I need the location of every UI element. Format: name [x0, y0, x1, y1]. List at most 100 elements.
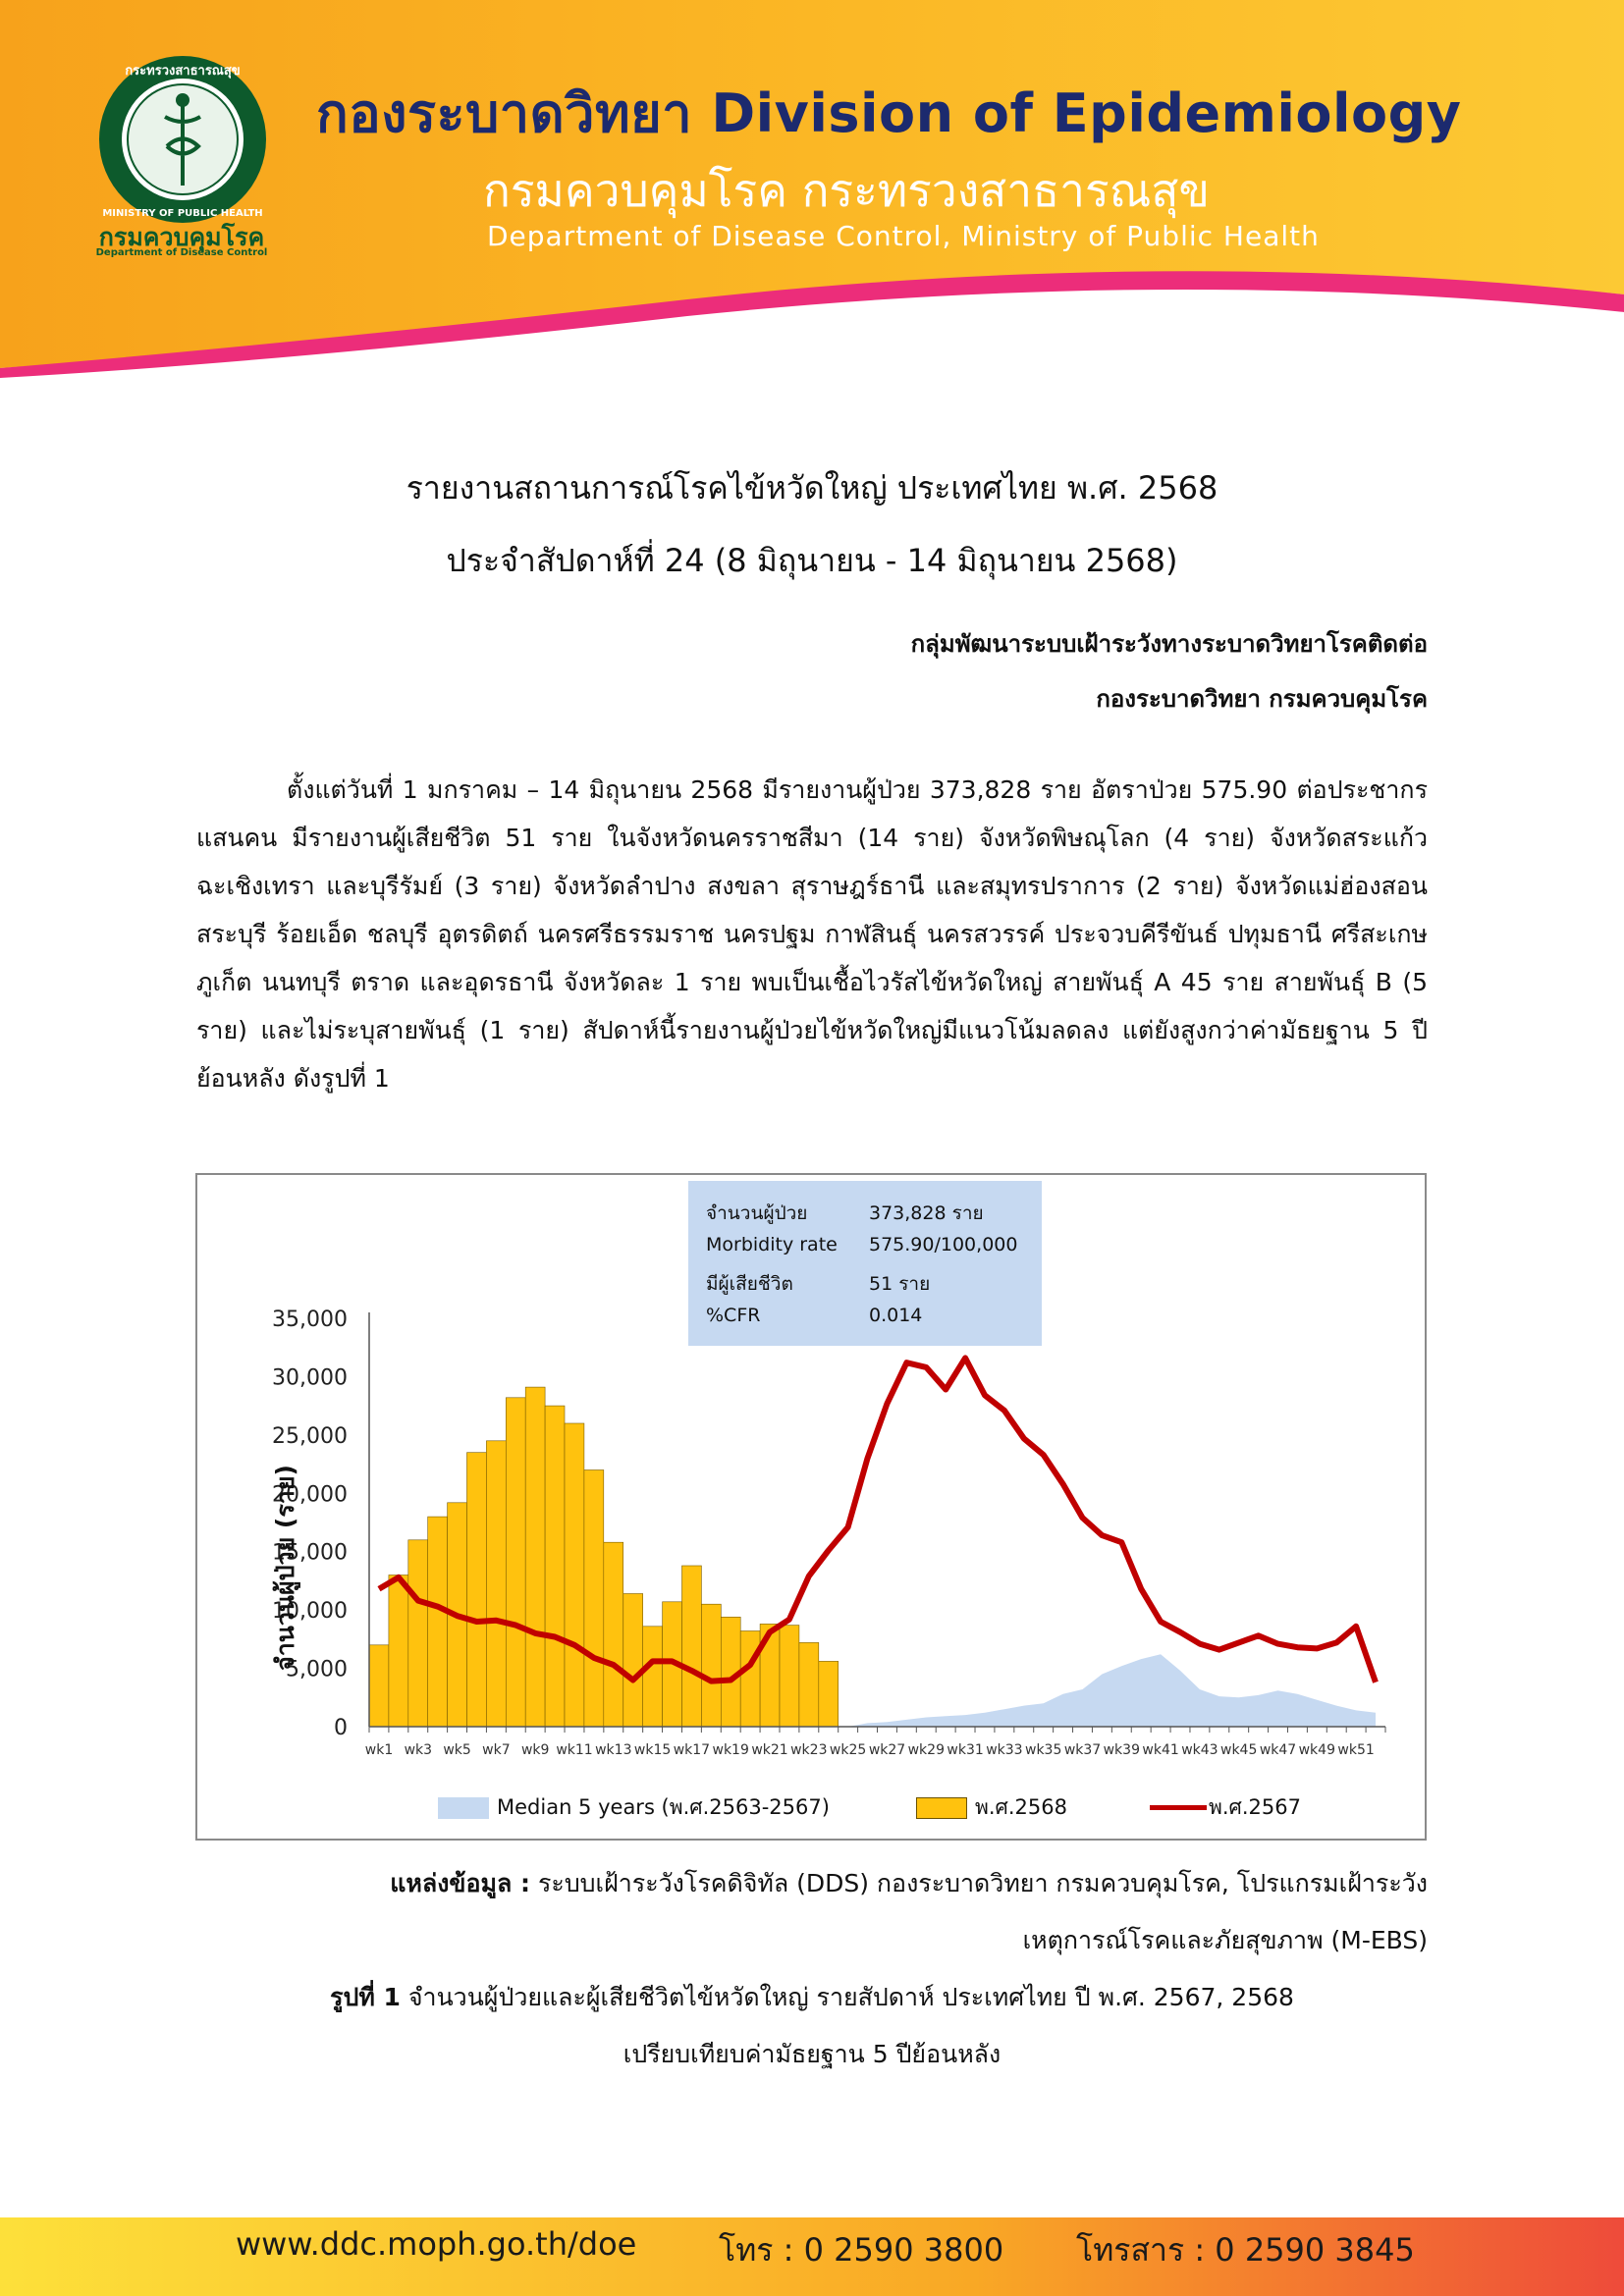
- x-tick-label: wk51: [1337, 1742, 1374, 1758]
- stats-label: Morbidity rate: [706, 1234, 838, 1255]
- x-tick-label: wk33: [986, 1742, 1022, 1758]
- bar: [583, 1469, 605, 1728]
- bar: [798, 1642, 820, 1728]
- x-tick-label: wk29: [908, 1742, 945, 1758]
- bar: [818, 1661, 839, 1728]
- x-tick-label: wk19: [713, 1742, 749, 1758]
- median-area: [369, 1654, 1376, 1727]
- x-tick-label: wk41: [1142, 1742, 1178, 1758]
- legend-swatch: [916, 1796, 967, 1819]
- legend-item-2568: พ.ศ.2568: [916, 1791, 1067, 1824]
- x-tick-label: wk35: [1025, 1742, 1061, 1758]
- page-header: กระทรวงสาธารณสุข MINISTRY OF PUBLIC HEAL…: [0, 0, 1624, 383]
- y-tick-label: 35,000: [272, 1308, 348, 1332]
- header-background: [0, 0, 1624, 378]
- y-tick-label: 25,000: [272, 1424, 348, 1449]
- svg-text:MINISTRY OF PUBLIC HEALTH: MINISTRY OF PUBLIC HEALTH: [102, 208, 262, 219]
- figure-caption-line2: เปรียบเทียบค่ามัธยฐาน 5 ปีย้อนหลัง: [623, 2040, 1001, 2068]
- stats-row: Morbidity rate 575.90/100,000: [706, 1234, 1042, 1269]
- x-tick-label: wk17: [674, 1742, 710, 1758]
- page-footer: [0, 2217, 1624, 2296]
- x-tick-label: wk45: [1220, 1742, 1257, 1758]
- y-tick-label: 20,000: [272, 1482, 348, 1507]
- footer-fax: โทรสาร : 0 2590 3845: [1076, 2231, 1415, 2269]
- bar: [603, 1541, 623, 1728]
- figure-caption-label: รูปที่ 1: [330, 1983, 401, 2011]
- figure-caption-text: จำนวนผู้ป่วยและผู้เสียชีวิตไข้หวัดใหญ่ ร…: [400, 1983, 1294, 2011]
- bar: [505, 1397, 526, 1728]
- y-tick-label: 15,000: [272, 1541, 348, 1566]
- department-title-th: กรมควบคุมโรค กระทรวงสาธารณสุข: [483, 164, 1210, 217]
- x-tick-label: wk47: [1260, 1742, 1296, 1758]
- line-2567: [377, 1355, 1379, 1684]
- stats-box: จำนวนผู้ป่วย 373,828 ราย Morbidity rate …: [688, 1181, 1042, 1346]
- stats-label: %CFR: [706, 1305, 761, 1326]
- y-tick-label: 5,000: [286, 1658, 348, 1682]
- org-line1: กลุ่มพัฒนาระบบเฝ้าระวังทางระบาดวิทยาโรคต…: [910, 630, 1428, 658]
- bar: [681, 1565, 702, 1728]
- x-tick-label: wk49: [1299, 1742, 1335, 1758]
- stats-row: จำนวนผู้ป่วย 373,828 ราย: [706, 1199, 1042, 1234]
- bar: [642, 1626, 663, 1728]
- footer-background: [0, 2217, 1624, 2296]
- chart-plot: 0 5,000 10,000 15,000 20,000 25,000 30,000 35,0…: [272, 1308, 1386, 1758]
- x-tick-label: wk27: [869, 1742, 905, 1758]
- stats-label: มีผู้เสียชีวิต: [706, 1273, 793, 1295]
- footer-website-link[interactable]: www.ddc.moph.go.th/doe: [236, 2225, 637, 2263]
- legend-label: Median 5 years (พ.ศ.2563-2567): [497, 1795, 830, 1819]
- x-tick-label: wk9: [521, 1742, 549, 1758]
- org-line2: กองระบาดวิทยา กรมควบคุมโรค: [1096, 685, 1428, 713]
- legend-item-2567: พ.ศ.2567: [1150, 1791, 1301, 1824]
- x-tick-label: wk7: [482, 1742, 510, 1758]
- influenza-chart: 0 5,000 10,000 15,000 20,000 25,000 30,000 35,0…: [195, 1173, 1427, 1841]
- x-tick-label: wk13: [595, 1742, 631, 1758]
- ministry-seal-logo: กระทรวงสาธารณสุข MINISTRY OF PUBLIC HEAL…: [99, 56, 266, 223]
- data-source-label: แหล่งข้อมูล :: [390, 1869, 531, 1897]
- legend-swatch: [438, 1796, 489, 1819]
- x-tick-label: wk31: [947, 1742, 983, 1758]
- bar: [701, 1603, 722, 1728]
- x-tick-label: wk43: [1181, 1742, 1218, 1758]
- x-tick-label: wk1: [365, 1742, 393, 1758]
- figure-caption-line1: รูปที่ 1 จำนวนผู้ป่วยและผู้เสียชีวิตไข้ห…: [0, 1969, 1624, 2026]
- bar: [466, 1452, 487, 1728]
- bar: [564, 1422, 585, 1728]
- y-axis-title: จำนวนผู้ป่วย (ราย): [271, 1465, 299, 1671]
- bar: [779, 1625, 800, 1728]
- svg-text:กระทรวงสาธารณสุข: กระทรวงสาธารณสุข: [125, 64, 240, 79]
- x-tick-label: wk15: [634, 1742, 671, 1758]
- bar: [623, 1593, 643, 1728]
- stats-row: %CFR 0.014: [706, 1305, 1042, 1340]
- legend-swatch: [1150, 1805, 1207, 1810]
- bar: [486, 1440, 507, 1728]
- data-source-line1: แหล่งข้อมูล : ระบบเฝ้าระวังโรคดิจิทัล (D…: [289, 1855, 1428, 1912]
- stats-value: 373,828 ราย: [869, 1202, 984, 1224]
- summary-paragraph: ตั้งแต่วันที่ 1 มกราคม – 14 มิถุนายน 256…: [196, 775, 1429, 1093]
- bar: [544, 1405, 566, 1728]
- data-source-line2: เหตุการณ์โรคและภัยสุขภาพ (M-EBS): [1022, 1926, 1428, 1954]
- data-source-text: ระบบเฝ้าระวังโรคดิจิทัล (DDS) กองระบาดวิ…: [530, 1869, 1428, 1897]
- x-tick-label: wk5: [443, 1742, 470, 1758]
- bar: [407, 1539, 429, 1728]
- legend-label: พ.ศ.2568: [975, 1795, 1067, 1819]
- stats-value: 51 ราย: [869, 1273, 931, 1295]
- footer-phone: โทร : 0 2590 3800: [719, 2231, 1004, 2269]
- report-title-line2: ประจำสัปดาห์ที่ 24 (8 มิถุนายน - 14 มิถุ…: [446, 542, 1178, 579]
- bar: [739, 1630, 761, 1728]
- division-title: กองระบาดวิทยา Division of Epidemiology: [316, 82, 1462, 144]
- x-tick-label: wk11: [556, 1742, 592, 1758]
- stats-value: 575.90/100,000: [869, 1234, 1018, 1255]
- x-tick-label: wk21: [751, 1742, 787, 1758]
- stats-value: 0.014: [869, 1305, 923, 1326]
- y-tick-label: 0: [334, 1716, 348, 1740]
- x-tick-label: wk39: [1104, 1742, 1140, 1758]
- legend-item-median: Median 5 years (พ.ศ.2563-2567): [438, 1791, 830, 1824]
- bar: [524, 1386, 546, 1728]
- stats-label: จำนวนผู้ป่วย: [706, 1202, 808, 1224]
- y-tick-label: 10,000: [272, 1599, 348, 1624]
- x-tick-label: wk25: [830, 1742, 866, 1758]
- bar: [368, 1644, 390, 1728]
- y-tick-label: 30,000: [272, 1365, 348, 1390]
- logo-caption-en: Department of Disease Control: [95, 247, 268, 258]
- department-title-en: Department of Disease Control, Ministry …: [487, 220, 1320, 252]
